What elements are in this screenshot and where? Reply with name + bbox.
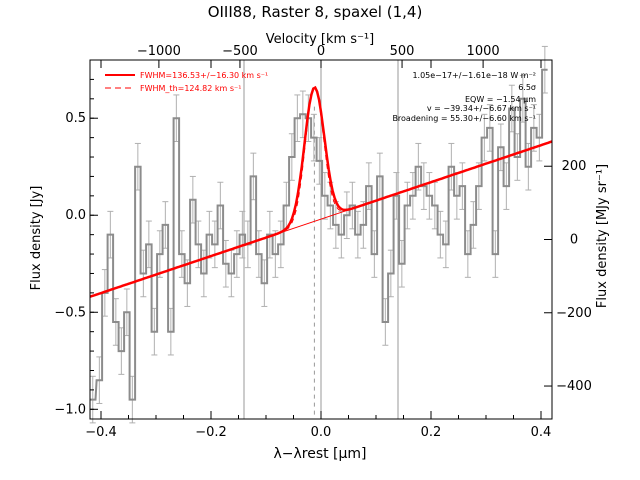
spectrum-line: [90, 68, 548, 401]
y2-tick-label: −200: [556, 306, 592, 321]
y-tick-label: 0.0: [65, 208, 86, 223]
y2-tick-label: 200: [562, 159, 587, 174]
legend-label-fwhm-th: FWHM_th=124.82 km s⁻¹: [140, 84, 241, 93]
y-tick-label: −1.0: [54, 402, 86, 417]
fit-annotations: 1.05e−17+/−1.61e−18 W m⁻² 6.5σ EQW = −1.…: [392, 71, 536, 123]
chart-title: OIII88, Raster 8, spaxel (1,4): [208, 3, 423, 21]
x-tick-label: 0.2: [421, 425, 442, 440]
annotation-broadening: Broadening = 55.30+/−6.60 km s⁻¹: [392, 114, 536, 123]
x-tick-label: 0.0: [311, 425, 332, 440]
x-tick-label: −0.2: [195, 425, 227, 440]
y2-tick-label: 0: [570, 233, 578, 248]
axis-ticks: −0.4 −0.2 0.0 0.2 0.4 −1.0 −0.5 0.0 0.5 −400 −200 0…: [54, 44, 591, 440]
annotation-sigma: 6.5σ: [518, 83, 536, 92]
x-axis-label: λ−λrest [μm]: [273, 446, 366, 462]
velocity-tick-label: −1000: [137, 44, 181, 59]
y-axis-label: Flux density [Jy]: [29, 186, 44, 291]
x-tick-label: 0.4: [531, 425, 552, 440]
annotation-flux: 1.05e−17+/−1.61e−18 W m⁻²: [412, 71, 536, 80]
velocity-tick-label: −500: [222, 44, 258, 59]
x-tick-label: −0.4: [85, 425, 117, 440]
fit-curves: [89, 85, 553, 298]
y-tick-label: 0.5: [65, 111, 86, 126]
annotation-velocity: v = −39.34+/−6.67 km s⁻¹: [427, 104, 536, 113]
top-x-axis-label: Velocity [km s⁻¹]: [266, 32, 374, 47]
velocity-tick-label: 1000: [467, 44, 500, 59]
y2-tick-label: −400: [556, 379, 592, 394]
annotation-eqw: EQW = −1.54 μm: [465, 95, 536, 104]
velocity-tick-label: 0: [317, 44, 325, 59]
legend: FWHM=136.53+/−16.30 km s⁻¹ FWHM_th=124.8…: [105, 71, 268, 93]
legend-label-fwhm: FWHM=136.53+/−16.30 km s⁻¹: [140, 71, 268, 80]
fit-curve: [89, 85, 553, 298]
y2-axis-label: Flux density [MJy sr⁻¹]: [595, 164, 610, 308]
velocity-tick-label: 500: [390, 44, 415, 59]
y-tick-label: −0.5: [54, 305, 86, 320]
